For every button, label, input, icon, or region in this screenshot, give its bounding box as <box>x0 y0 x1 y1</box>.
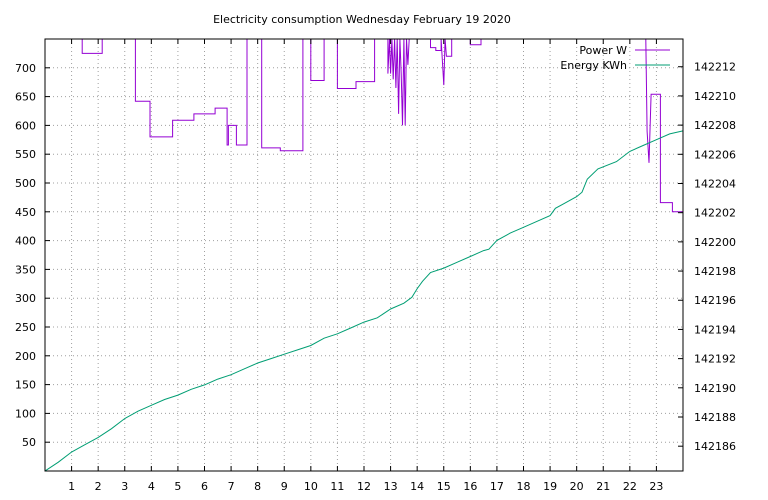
axis-ticks: 1 2 3 4 5 6 7 8 9 10 11 12 13 14 15 16 17 18 19 20 21 22 23501… <box>15 39 736 493</box>
legend-label: Energy KWh <box>560 59 627 72</box>
y2-tick-label: 142186 <box>694 440 736 453</box>
chart-title: Electricity consumption Wednesday Februa… <box>213 13 511 26</box>
y2-tick-label: 142196 <box>694 294 736 307</box>
y2-tick-label: 142192 <box>694 353 736 366</box>
x-tick-label: 10 <box>304 480 318 493</box>
x-tick-label: 5 <box>174 480 181 493</box>
y2-tick-label: 142188 <box>694 411 736 424</box>
y-tick-label: 600 <box>15 119 36 132</box>
y-tick-label: 250 <box>15 321 36 334</box>
y-tick-label: 400 <box>15 235 36 248</box>
y2-tick-label: 142190 <box>694 382 736 395</box>
x-tick-label: 19 <box>543 480 557 493</box>
x-tick-label: 9 <box>281 480 288 493</box>
x-tick-label: 17 <box>490 480 504 493</box>
y2-tick-label: 142198 <box>694 265 736 278</box>
x-tick-label: 7 <box>228 480 235 493</box>
y-tick-label: 150 <box>15 379 36 392</box>
x-tick-label: 13 <box>384 480 398 493</box>
x-tick-label: 3 <box>121 480 128 493</box>
series-line-1 <box>45 39 683 213</box>
x-tick-label: 11 <box>330 480 344 493</box>
x-tick-label: 4 <box>148 480 155 493</box>
x-tick-label: 23 <box>649 480 663 493</box>
y-tick-label: 550 <box>15 148 36 161</box>
series-line-2 <box>45 130 683 471</box>
grid <box>45 39 683 471</box>
y2-tick-label: 142208 <box>694 119 736 132</box>
x-tick-label: 20 <box>570 480 584 493</box>
y-tick-label: 100 <box>15 407 36 420</box>
plot-area <box>45 39 683 471</box>
y2-tick-label: 142204 <box>694 177 736 190</box>
y2-tick-label: 142206 <box>694 148 736 161</box>
y-tick-label: 50 <box>22 436 36 449</box>
y2-tick-label: 142202 <box>694 207 736 220</box>
y2-tick-label: 142200 <box>694 236 736 249</box>
y-tick-label: 200 <box>15 350 36 363</box>
x-tick-label: 1 <box>68 480 75 493</box>
legend: Power W Energy KWh <box>560 44 670 72</box>
y-tick-label: 650 <box>15 91 36 104</box>
y2-tick-label: 142194 <box>694 323 736 336</box>
x-tick-label: 14 <box>410 480 424 493</box>
y-tick-label: 500 <box>15 177 36 190</box>
x-tick-label: 2 <box>95 480 102 493</box>
y2-tick-label: 142210 <box>694 90 736 103</box>
x-tick-label: 22 <box>623 480 637 493</box>
x-tick-label: 12 <box>357 480 371 493</box>
x-tick-label: 21 <box>596 480 610 493</box>
x-tick-label: 18 <box>517 480 531 493</box>
x-tick-label: 8 <box>254 480 261 493</box>
y2-tick-label: 142212 <box>694 61 736 74</box>
y-tick-label: 300 <box>15 292 36 305</box>
y-tick-label: 450 <box>15 206 36 219</box>
y-tick-label: 350 <box>15 263 36 276</box>
x-tick-label: 15 <box>437 480 451 493</box>
y-tick-label: 700 <box>15 62 36 75</box>
x-tick-label: 16 <box>463 480 477 493</box>
x-tick-label: 6 <box>201 480 208 493</box>
legend-label: Power W <box>579 44 627 57</box>
